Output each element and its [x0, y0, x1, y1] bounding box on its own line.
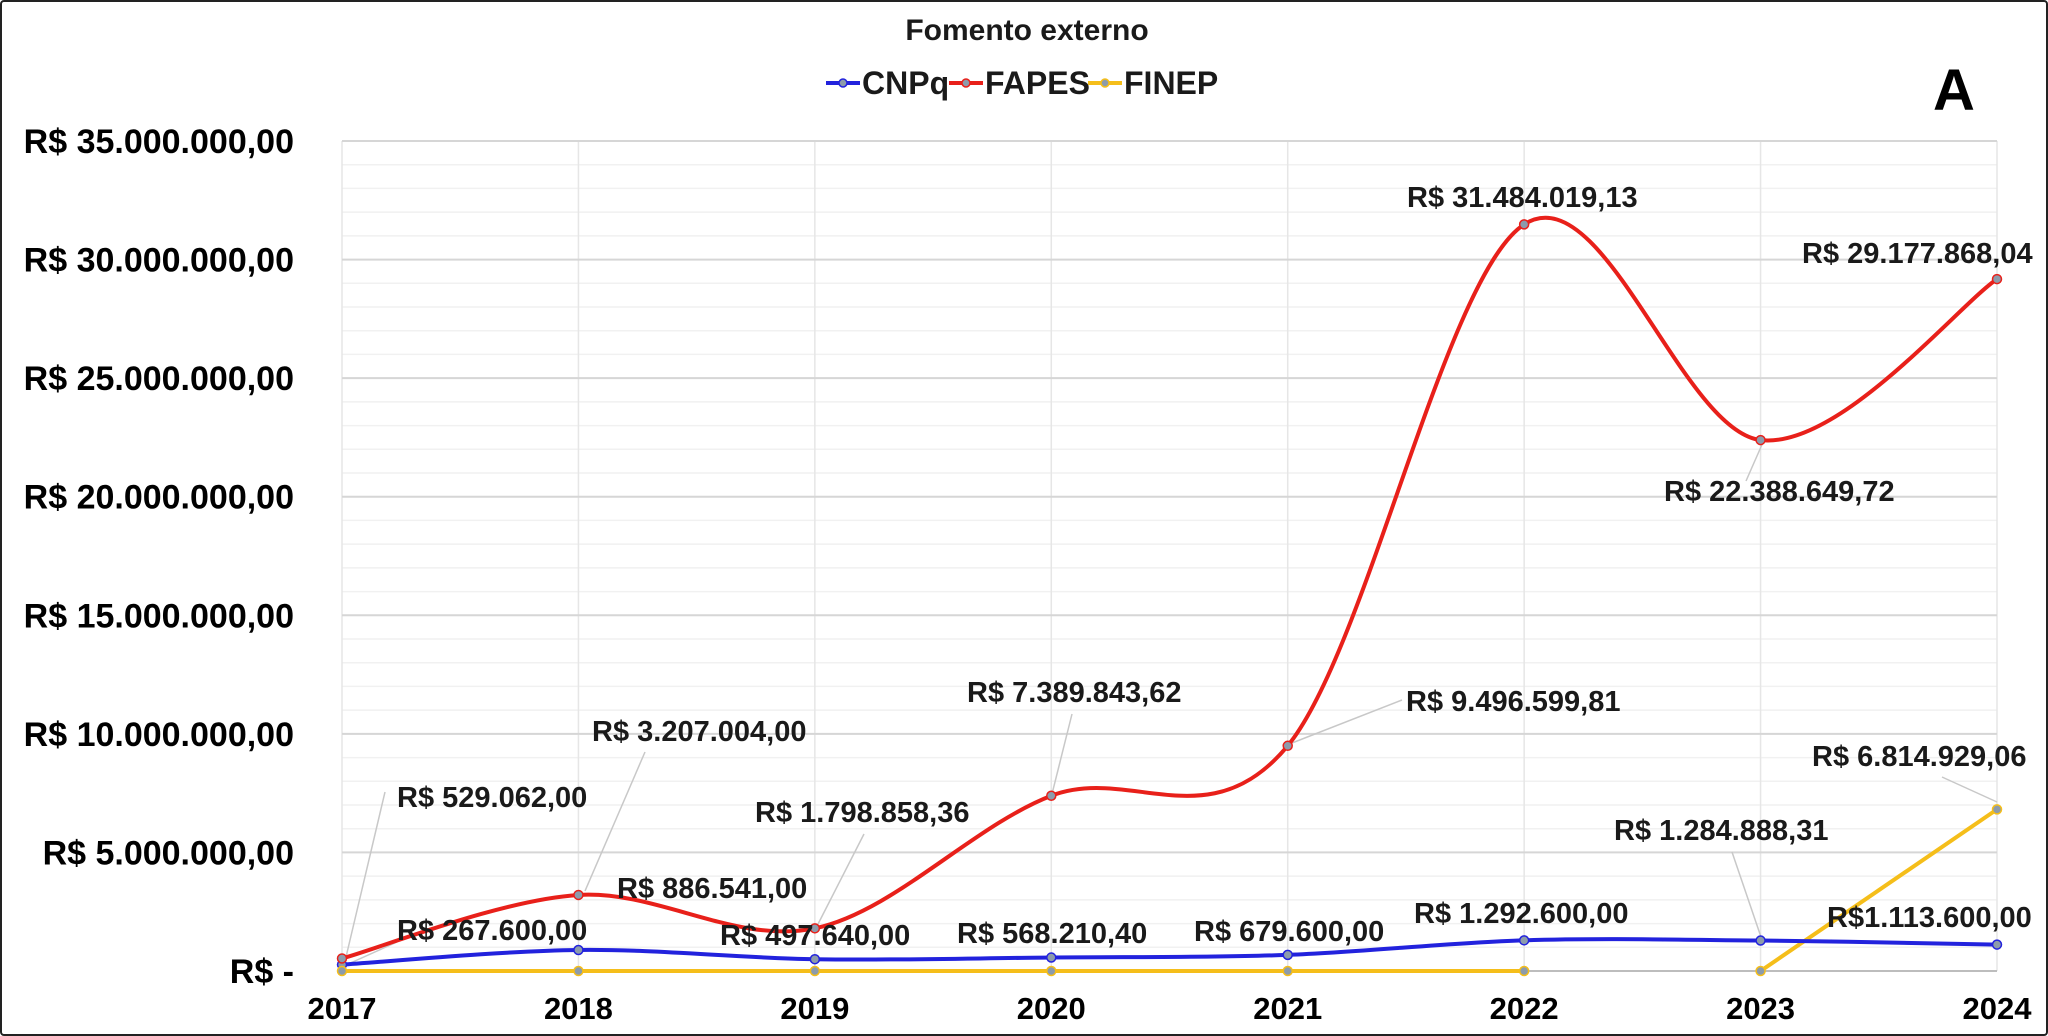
data-point-fapes: [336, 953, 348, 964]
data-point-fapes: [1518, 219, 1530, 230]
data-label-finep: R$ 6.814.929,06: [1812, 741, 2026, 773]
label-leader-line: [1745, 439, 1765, 482]
data-point-cnpq: [809, 953, 821, 965]
y-tick-label: R$ -: [230, 953, 294, 991]
y-axis: R$ - R$ 5.000.000,00 R$ 10.000.000,00 R$ 15…: [24, 123, 294, 991]
label-leader-line: [584, 751, 646, 892]
data-label-cnpq: R$ 886.541,00: [617, 873, 807, 905]
data-point-finep: [336, 965, 348, 977]
data-label-cnpq: R$ 568.210,40: [957, 918, 1147, 950]
data-label-fapes: R$ 7.389.843,62: [967, 677, 1181, 709]
data-point-finep: [1991, 804, 2003, 815]
legend-label-cnpq: CNPq: [862, 65, 949, 101]
data-point-finep: [573, 965, 584, 977]
label-leader-line: [1291, 699, 1403, 744]
data-point-fapes: [1991, 273, 2003, 285]
y-tick-label: R$ 5.000.000,00: [43, 834, 294, 872]
data-point-fapes: [809, 923, 821, 934]
x-axis: 2017 2018 2019 2020 2021 2022 2023 2024: [308, 970, 2033, 1026]
panel-label: A: [1933, 58, 1975, 123]
data-point-finep: [809, 965, 821, 977]
data-label-cnpq: R$ 497.640,00: [720, 920, 910, 952]
series-points: [336, 219, 2003, 977]
x-tick-label: 2022: [1490, 991, 1559, 1026]
data-point-fapes: [1755, 434, 1766, 446]
legend-label-fapes: FAPES: [985, 65, 1090, 101]
data-point-fapes: [573, 889, 584, 901]
legend-label-finep: FINEP: [1124, 65, 1218, 101]
y-tick-label: R$ 10.000.000,00: [24, 716, 294, 754]
data-point-finep: [1046, 965, 1057, 977]
label-leader-line: [345, 791, 386, 958]
data-label-fapes: R$ 3.207.004,00: [592, 716, 806, 748]
y-tick-label: R$ 35.000.000,00: [24, 123, 294, 161]
x-tick-label: 2017: [308, 991, 377, 1026]
gridlines: [341, 140, 1998, 972]
data-point-cnpq: [1518, 935, 1530, 946]
series-line-cnpq: [340, 937, 1999, 967]
legend: CNPq FAPES FINEP: [826, 65, 1218, 101]
x-tick-label: 2019: [780, 991, 849, 1026]
data-point-cnpq: [1755, 935, 1766, 946]
data-label-fapes: R$ 29.177.868,04: [1802, 238, 2033, 270]
data-label-cnpq: R$ 1.284.888,31: [1614, 815, 1828, 847]
data-point-cnpq: [573, 944, 584, 956]
label-leader-lines: [345, 439, 1998, 966]
data-point-finep: [1755, 965, 1766, 977]
label-leader-line: [1051, 713, 1073, 795]
label-leader-line: [1941, 776, 1998, 803]
x-tick-label: 2021: [1253, 991, 1322, 1026]
data-point-cnpq: [1282, 949, 1293, 961]
x-tick-label: 2018: [544, 991, 613, 1026]
data-point-cnpq: [1046, 952, 1057, 963]
label-leader-line: [1731, 851, 1762, 938]
data-label-fapes: R$ 529.062,00: [397, 782, 587, 814]
series-line-finep: [1758, 807, 1999, 973]
legend-marker-fapes: [961, 78, 971, 88]
data-point-fapes: [1282, 740, 1293, 752]
data-point-cnpq: [1991, 939, 2003, 950]
chart-title: Fomento externo: [905, 14, 1148, 47]
data-point-finep: [1282, 965, 1293, 977]
label-leader-line: [345, 941, 398, 966]
y-tick-label: R$ 25.000.000,00: [24, 360, 294, 398]
series-line-fapes: [340, 215, 1999, 961]
x-tick-label: 2020: [1017, 991, 1086, 1026]
data-label-cnpq: R$1.113.600,00: [1827, 902, 2032, 934]
data-label-fapes: R$ 31.484.019,13: [1407, 182, 1638, 214]
data-point-finep: [1518, 965, 1530, 977]
series-lines: [340, 215, 1999, 973]
data-label-fapes: R$ 1.798.858,36: [755, 797, 969, 829]
data-labels: R$ 267.600,00 R$ 886.541,00 R$ 497.640,00 R…: [397, 182, 2033, 952]
y-tick-label: R$ 30.000.000,00: [24, 242, 294, 280]
data-point-fapes: [1046, 790, 1057, 802]
data-label-cnpq: R$ 1.292.600,00: [1414, 898, 1628, 930]
legend-marker-cnpq: [838, 78, 848, 88]
y-tick-label: R$ 20.000.000,00: [24, 479, 294, 517]
legend-marker-finep: [1100, 78, 1110, 88]
x-tick-label: 2024: [1963, 991, 2033, 1026]
data-label-cnpq: R$ 679.600,00: [1194, 916, 1384, 948]
data-label-fapes: R$ 22.388.649,72: [1664, 476, 1895, 508]
x-tick-label: 2023: [1726, 991, 1795, 1026]
data-label-cnpq: R$ 267.600,00: [397, 915, 587, 947]
label-leader-line: [814, 833, 865, 931]
y-tick-label: R$ 15.000.000,00: [24, 597, 294, 635]
data-label-fapes: R$ 9.496.599,81: [1406, 686, 1620, 718]
